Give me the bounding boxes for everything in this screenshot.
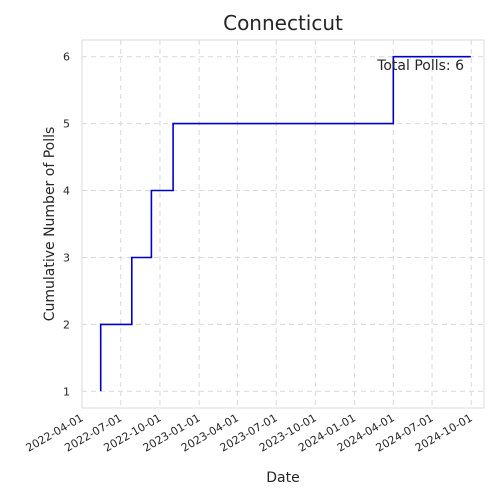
y-tick-label: 6 (63, 51, 70, 64)
total-polls-annotation: Total Polls: 6 (376, 58, 464, 74)
y-tick-label: 1 (63, 385, 70, 398)
x-axis: 2022-04-012022-07-012022-10-012023-01-01… (24, 411, 475, 454)
y-tick-label: 3 (63, 251, 70, 264)
series-line (99, 55, 471, 392)
y-tick-label: 4 (63, 185, 70, 198)
y-axis: 1 2 3 4 5 6 (63, 51, 70, 399)
grid (81, 40, 484, 408)
y-axis-title: Cumulative Number of Polls (42, 127, 58, 322)
y-tick-label: 5 (63, 118, 70, 131)
chart-title: Connecticut (223, 11, 343, 35)
x-axis-title: Date (266, 470, 299, 486)
plot-area (82, 40, 484, 408)
plot-frame (81, 39, 485, 409)
series-group (99, 55, 471, 392)
y-tick-label: 2 (63, 318, 70, 331)
